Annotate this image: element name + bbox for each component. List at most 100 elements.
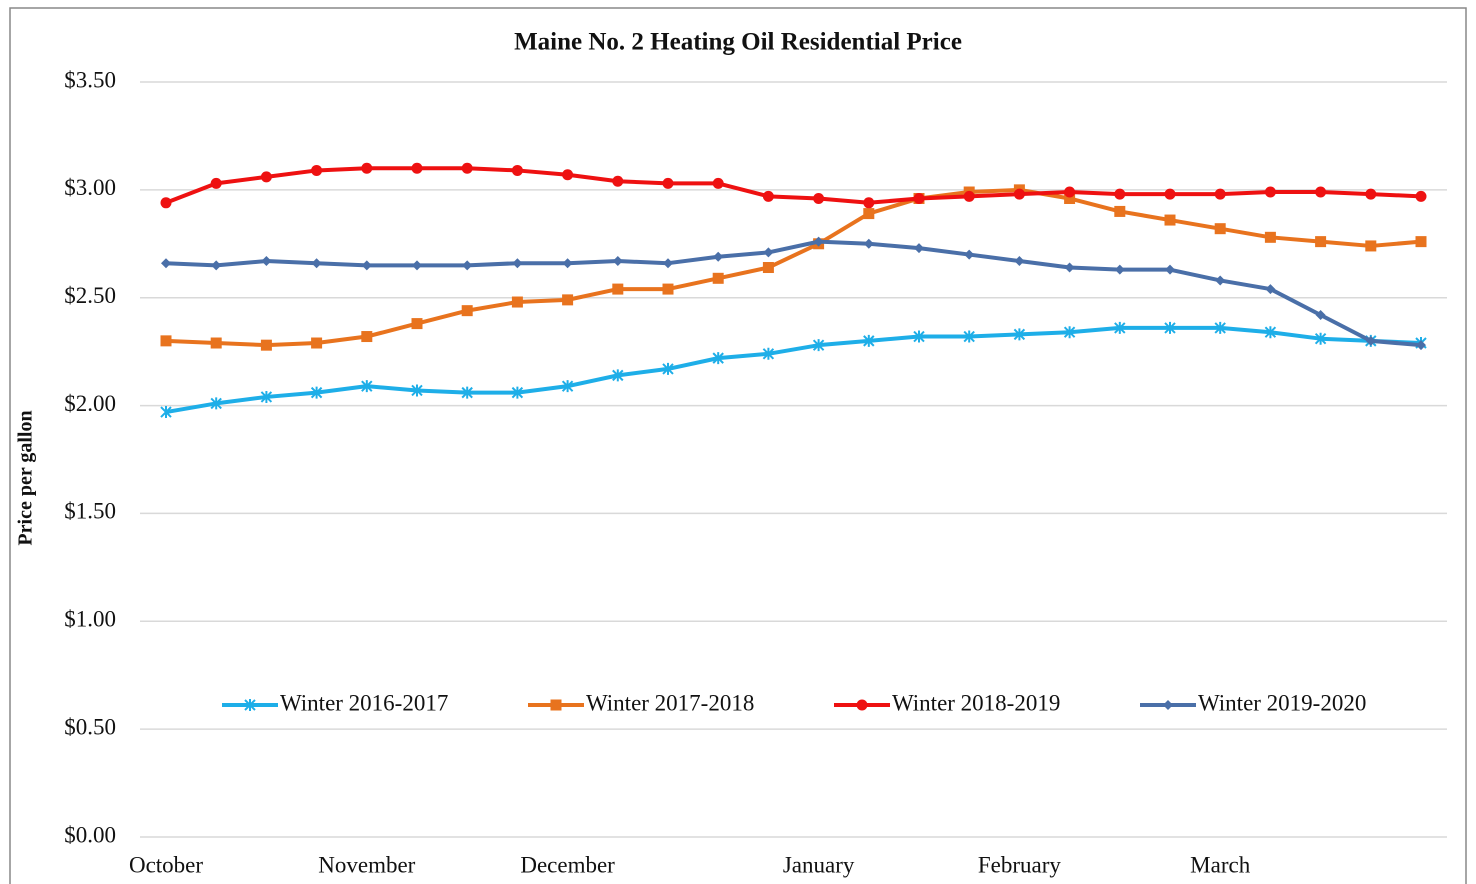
marker <box>1415 190 1427 202</box>
series-line <box>165 166 1422 205</box>
marker <box>260 171 272 183</box>
marker <box>462 260 473 271</box>
marker <box>663 258 673 269</box>
marker <box>562 169 574 181</box>
marker <box>1215 275 1226 286</box>
marker <box>1365 335 1376 346</box>
marker <box>964 249 975 260</box>
legend-label: Winter 2016-2017 <box>280 690 448 715</box>
marker <box>1114 205 1126 217</box>
marker <box>1013 188 1025 200</box>
marker <box>411 384 423 397</box>
legend-label: Winter 2018-2019 <box>892 690 1060 715</box>
marker <box>461 386 473 399</box>
marker <box>762 347 775 360</box>
marker <box>913 192 925 204</box>
chart-frame <box>9 7 1467 884</box>
marker <box>411 162 423 174</box>
marker <box>261 256 272 267</box>
series-line <box>165 187 1422 348</box>
marker <box>713 251 724 262</box>
marker <box>1114 188 1126 200</box>
y-tick-label: $3.50 <box>64 67 116 92</box>
marker <box>662 177 674 189</box>
y-tick-label: $3.00 <box>64 175 116 200</box>
marker <box>310 386 323 399</box>
marker <box>260 339 272 351</box>
marker <box>1114 321 1126 334</box>
series-line <box>165 325 1422 415</box>
marker <box>1214 188 1226 200</box>
marker <box>712 352 724 365</box>
marker <box>160 335 172 347</box>
x-tick-label: December <box>520 852 615 877</box>
marker <box>161 258 171 269</box>
marker <box>1416 340 1426 351</box>
marker <box>963 330 975 343</box>
marker <box>813 192 825 204</box>
marker <box>361 260 372 271</box>
legend-label: Winter 2017-2018 <box>586 690 754 715</box>
y-tick-label: $2.50 <box>64 283 116 308</box>
marker <box>211 260 222 271</box>
marker <box>461 305 473 317</box>
marker <box>813 236 824 247</box>
marker <box>863 334 875 347</box>
marker <box>914 243 924 254</box>
marker <box>411 318 423 330</box>
marker <box>311 164 323 176</box>
marker <box>1164 214 1176 226</box>
marker <box>1214 223 1226 235</box>
marker <box>311 258 322 269</box>
marker <box>311 337 323 349</box>
marker <box>1264 326 1277 339</box>
marker <box>1165 264 1175 275</box>
x-tick-label: February <box>978 852 1062 877</box>
marker <box>1265 284 1276 295</box>
marker <box>612 369 624 382</box>
marker <box>662 283 674 295</box>
marker <box>1164 188 1176 200</box>
marker <box>612 175 624 187</box>
marker <box>1415 236 1427 248</box>
marker <box>913 330 925 343</box>
x-tick-label: January <box>783 852 855 877</box>
x-tick-label: November <box>318 852 415 877</box>
marker <box>244 699 256 711</box>
marker <box>1013 328 1026 341</box>
legend-label: Winter 2019-2020 <box>1198 690 1366 715</box>
marker <box>1214 321 1226 334</box>
marker <box>1315 236 1327 248</box>
marker <box>361 331 373 343</box>
marker <box>461 162 473 174</box>
marker <box>856 699 868 711</box>
marker <box>963 190 975 202</box>
marker <box>863 208 875 220</box>
marker <box>763 247 774 258</box>
y-tick-label: $2.00 <box>64 391 116 416</box>
marker <box>550 699 562 711</box>
marker <box>1114 264 1125 275</box>
y-axis-label: Price per gallon <box>15 410 37 545</box>
marker <box>1163 700 1173 710</box>
marker <box>863 197 875 209</box>
x-tick-label: March <box>1190 852 1251 877</box>
marker <box>562 258 573 269</box>
marker <box>863 238 874 249</box>
marker <box>511 296 523 308</box>
marker <box>812 339 825 352</box>
marker <box>1064 192 1076 204</box>
marker <box>260 390 273 403</box>
marker <box>210 177 222 189</box>
y-tick-label: $0.50 <box>64 714 116 739</box>
chart-title: Maine No. 2 Heating Oil Residential Pric… <box>514 29 962 56</box>
marker <box>511 386 524 399</box>
marker <box>1164 321 1176 334</box>
marker <box>1064 262 1075 273</box>
marker <box>612 283 624 295</box>
y-tick-label: $1.50 <box>64 499 116 524</box>
marker <box>511 164 523 176</box>
series-line <box>165 239 1422 348</box>
